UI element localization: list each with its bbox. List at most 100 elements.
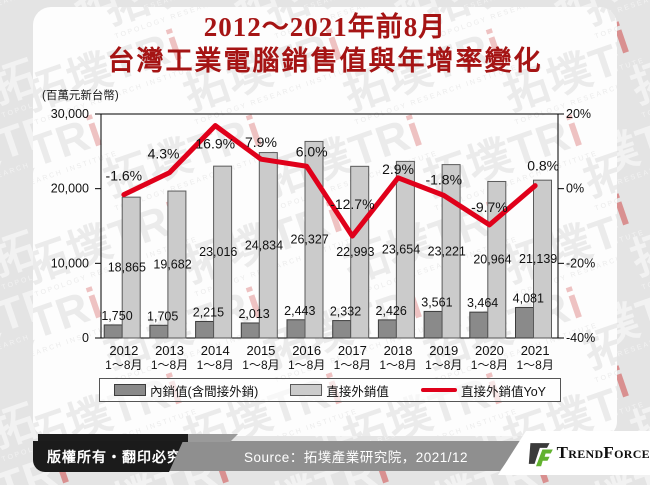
yoy-label: 4.3%: [148, 146, 180, 162]
x-axis-year-label: 2012: [109, 343, 138, 358]
legend-bar-swatch: [114, 384, 146, 396]
footer-copyright-banner: 版權所有・翻印必究: [33, 441, 183, 472]
legend-label: 直接外銷值YoY: [461, 384, 546, 399]
bar-domestic: [469, 311, 489, 339]
legend-label: 直接外銷值: [326, 384, 389, 399]
bar-label-domestic: 3,464: [467, 296, 498, 310]
left-tick-label: 30,000: [51, 107, 89, 121]
x-axis-year-label: 2017: [338, 343, 367, 358]
bar-domestic: [103, 324, 123, 339]
y-axis-unit-label: (百萬元新台幣): [42, 90, 119, 102]
bar-label-export: 23,016: [199, 245, 237, 259]
footer-source-bar: Source：拓墣產業研究院，2021/12: [150, 441, 522, 471]
x-axis-period-label: 1～8月: [379, 358, 416, 372]
bar-label-domestic: 1,750: [101, 309, 132, 323]
yoy-label: 16.9%: [195, 136, 235, 152]
bar-label-export: 23,221: [428, 244, 466, 258]
bar-domestic: [195, 320, 215, 339]
bar-label-export: 21,139: [519, 252, 557, 266]
legend-line-swatch: [421, 388, 457, 392]
x-axis-year-label: 2014: [201, 343, 230, 358]
bar-domestic: [240, 322, 260, 339]
bar-label-domestic: 4,081: [513, 292, 544, 306]
bar-export: [258, 152, 278, 339]
bar-label-domestic: 1,705: [147, 309, 178, 323]
x-axis-period-label: 1～8月: [425, 358, 462, 372]
x-axis-period-label: 1～8月: [334, 358, 371, 372]
footer-accent-wedge: [188, 434, 238, 442]
bar-label-export: 18,865: [108, 261, 146, 275]
bar-domestic: [332, 320, 352, 339]
left-tick-label: 20,000: [51, 182, 89, 196]
trendforce-logo-icon: [528, 442, 553, 466]
legend-bar-swatch: [290, 384, 323, 396]
footer-accent-strip: [38, 434, 188, 442]
plot-border: [100, 113, 559, 339]
bar-export: [167, 190, 187, 339]
right-tick-label: -20%: [566, 256, 595, 270]
bar-export: [395, 160, 415, 339]
right-tick-label: 0%: [566, 182, 584, 196]
yoy-label: -12.7%: [330, 196, 374, 212]
bar-label-export: 26,327: [291, 233, 329, 247]
bar-export: [304, 140, 324, 339]
x-axis-period-label: 1～8月: [105, 358, 142, 372]
footer-logo-panel: TrendForce: [498, 431, 650, 475]
bar-label-export: 22,993: [336, 245, 374, 259]
x-axis-year-label: 2020: [475, 343, 504, 358]
combo-chart: 30,000 20,000 10,000 0 20% 0% -20% -40% 1,750 18,…: [51, 107, 595, 372]
x-axis-year-label: 2019: [429, 343, 458, 358]
bar-export: [121, 196, 141, 339]
bar-label-export: 20,964: [473, 253, 511, 267]
x-axis-year-label: 2016: [292, 343, 321, 358]
right-tick-label: -40%: [566, 331, 595, 345]
page-title: 2012～2021年前8月 台灣工業電腦銷售值與年增率變化: [33, 11, 617, 78]
bar-domestic: [286, 319, 306, 339]
x-axis-period-label: 1～8月: [471, 358, 508, 372]
yoy-label: 2.9%: [382, 161, 414, 177]
title-line-1: 2012～2021年前8月: [203, 12, 447, 42]
bar-label-domestic: 2,215: [193, 305, 224, 319]
x-axis-period-label: 1～8月: [516, 358, 553, 372]
left-tick-label: 10,000: [51, 256, 89, 270]
bar-export: [533, 179, 552, 339]
yoy-label: -1.6%: [106, 168, 143, 184]
bar-label-domestic: 2,426: [376, 304, 407, 318]
x-axis-period-label: 1～8月: [151, 358, 188, 372]
x-axis-period-label: 1～8月: [242, 358, 279, 372]
left-tick-label: 0: [82, 331, 89, 345]
legend-item-domestic: 內銷值(含間接外銷): [114, 381, 258, 400]
yoy-label: -9.7%: [471, 199, 508, 215]
yoy-label: 6.0%: [296, 143, 328, 159]
chart-legend: 內銷值(含間接外銷) 直接外銷值 直接外銷值YoY: [99, 378, 561, 402]
x-axis-year-label: 2021: [521, 343, 550, 358]
copyright-text: 版權所有・翻印必究: [47, 448, 182, 465]
bar-domestic: [515, 307, 534, 339]
bar-label-export: 24,834: [245, 238, 283, 252]
bar-label-domestic: 2,332: [330, 305, 361, 319]
bar-export: [441, 164, 461, 339]
bar-export: [213, 165, 233, 339]
legend-item-yoy: 直接外銷值YoY: [421, 381, 546, 400]
source-text: Source：拓墣產業研究院，2021/12: [243, 450, 469, 465]
title-line-2: 台灣工業電腦銷售值與年增率變化: [107, 46, 543, 76]
yoy-line: [121, 123, 538, 239]
bar-label-domestic: 2,443: [284, 304, 315, 318]
legend-item-export: 直接外銷值: [290, 381, 389, 400]
bar-domestic: [149, 324, 169, 339]
bar-label-domestic: 2,013: [238, 307, 269, 321]
bar-domestic: [377, 319, 397, 339]
yoy-label: 0.8%: [527, 158, 559, 174]
x-axis-year-label: 2015: [246, 343, 275, 358]
bar-label-export: 19,682: [153, 258, 191, 272]
yoy-label: 7.9%: [245, 134, 277, 150]
bar-domestic: [423, 310, 443, 339]
bar-label-export: 23,654: [382, 243, 420, 257]
right-tick-label: 20%: [566, 107, 591, 121]
bar-export: [350, 165, 370, 339]
x-axis-period-label: 1～8月: [197, 358, 234, 372]
